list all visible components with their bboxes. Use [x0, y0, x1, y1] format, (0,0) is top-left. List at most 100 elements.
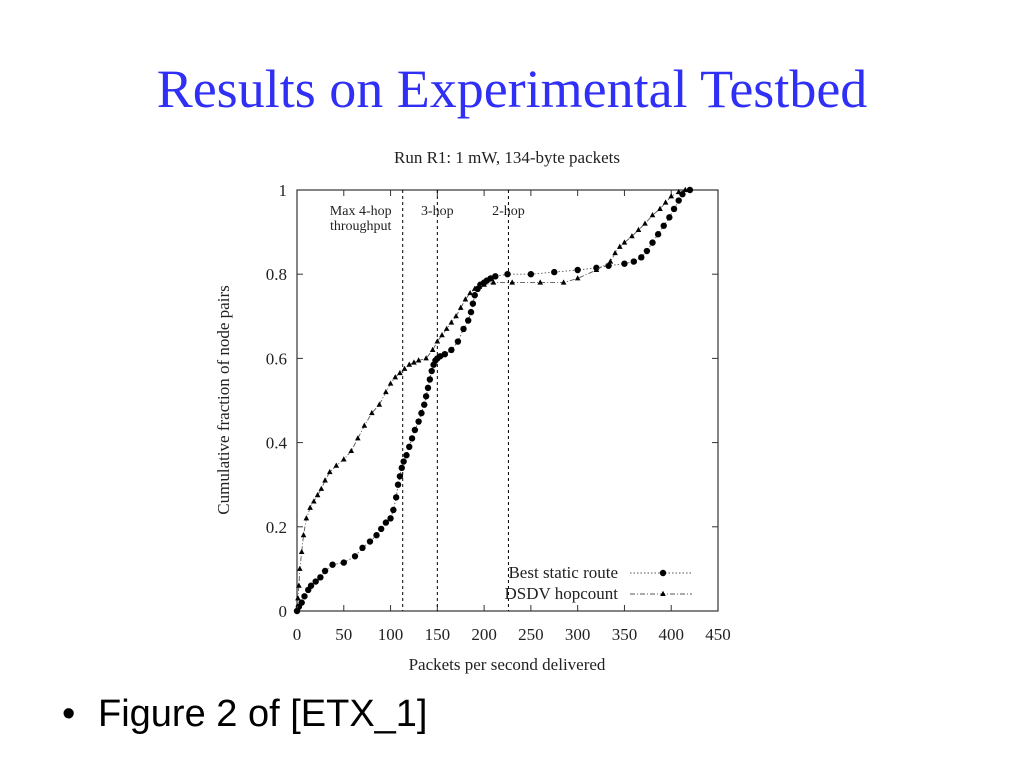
x-tick-label: 350 — [612, 625, 638, 644]
x-tick-label: 50 — [335, 625, 352, 644]
point-best-static — [675, 197, 682, 204]
point-best-static — [654, 231, 662, 238]
point-dsdv — [295, 595, 301, 601]
point-best-static — [378, 525, 385, 533]
plot-frame — [296, 189, 719, 612]
series-line-0 — [296, 189, 691, 612]
point-best-static — [428, 367, 435, 375]
legend: Best static route DSDV hopcount — [505, 563, 692, 603]
point-dsdv — [415, 357, 422, 363]
point-dsdv — [361, 422, 368, 428]
point-dsdv — [621, 239, 628, 245]
point-dsdv — [481, 281, 487, 287]
point-best-static — [329, 561, 336, 568]
point-dsdv — [298, 548, 305, 555]
legend-marker-circle — [659, 569, 667, 577]
point-dsdv — [649, 212, 656, 218]
point-best-static — [527, 271, 535, 278]
point-dsdv — [326, 468, 333, 475]
point-dsdv — [476, 283, 483, 289]
vline-label: 2-hop — [492, 204, 525, 219]
point-dsdv — [593, 266, 600, 272]
vline-label: 3-hop — [421, 204, 454, 219]
point-dsdv — [439, 332, 445, 338]
point-dsdv — [616, 243, 623, 249]
point-dsdv — [509, 279, 515, 285]
point-best-static — [660, 222, 667, 229]
point-dsdv — [682, 186, 689, 192]
point-best-static — [392, 494, 400, 501]
point-dsdv — [443, 325, 450, 331]
point-best-static — [387, 515, 394, 522]
point-best-static — [400, 458, 407, 465]
point-best-static — [426, 376, 434, 383]
point-dsdv — [318, 485, 325, 491]
point-dsdv — [333, 462, 340, 468]
point-dsdv — [642, 220, 648, 226]
point-best-static — [382, 519, 390, 526]
legend-label: Best static route — [508, 563, 618, 582]
point-best-static — [307, 582, 315, 589]
point-dsdv — [401, 365, 408, 371]
bullet-item: • Figure 2 of [ETX_1] — [62, 693, 428, 736]
point-best-static — [643, 247, 651, 255]
point-dsdv — [612, 249, 618, 256]
point-best-static — [638, 254, 645, 261]
x-tick-label: 0 — [293, 625, 302, 644]
point-best-static — [301, 593, 308, 600]
point-best-static — [551, 268, 558, 276]
point-dsdv — [300, 532, 307, 538]
point-dsdv — [429, 346, 436, 352]
point-best-static — [298, 599, 305, 606]
point-dsdv — [668, 193, 675, 199]
point-best-static — [649, 239, 656, 246]
point-dsdv — [392, 374, 399, 380]
point-best-static — [686, 186, 694, 194]
series-line-1 — [296, 189, 686, 612]
point-dsdv — [369, 409, 375, 416]
y-tick-label: 0 — [279, 602, 288, 621]
point-best-static — [448, 346, 455, 354]
point-dsdv — [297, 565, 303, 571]
point-best-static — [366, 538, 374, 545]
legend-marker-triangle — [660, 590, 666, 596]
point-dsdv — [355, 435, 361, 441]
point-dsdv — [434, 338, 441, 344]
point-dsdv — [635, 226, 642, 232]
point-best-static — [403, 452, 410, 459]
vline-label: Max 4-hop — [330, 204, 392, 219]
point-dsdv — [657, 205, 663, 211]
point-best-static — [679, 191, 686, 198]
point-best-static — [469, 300, 477, 307]
point-dsdv — [423, 355, 429, 361]
point-best-static — [670, 205, 678, 213]
point-dsdv — [607, 258, 614, 264]
point-best-static — [312, 578, 319, 585]
point-dsdv — [457, 304, 464, 310]
point-dsdv — [296, 582, 302, 588]
x-tick-label: 150 — [425, 625, 451, 644]
point-best-static — [398, 464, 405, 472]
y-axis-label: Cumulative fraction of node pairs — [214, 285, 233, 514]
point-dsdv — [471, 285, 478, 291]
point-best-static — [411, 426, 419, 434]
point-dsdv — [294, 607, 300, 613]
point-dsdv — [406, 361, 413, 367]
point-best-static — [492, 273, 499, 280]
point-best-static — [630, 258, 637, 265]
legend-label: DSDV hopcount — [505, 584, 619, 603]
point-dsdv — [307, 504, 313, 510]
point-dsdv — [340, 456, 347, 462]
point-best-static — [441, 350, 449, 358]
bullet-text: Figure 2 of [ETX_1] — [98, 693, 428, 735]
vline-label: throughput — [330, 219, 392, 234]
point-dsdv — [462, 296, 469, 302]
point-best-static — [406, 443, 413, 451]
point-best-static — [424, 384, 432, 392]
point-best-static — [454, 338, 462, 345]
y-tick-label: 0.6 — [266, 349, 287, 368]
point-best-static — [359, 544, 366, 552]
point-best-static — [394, 481, 402, 488]
